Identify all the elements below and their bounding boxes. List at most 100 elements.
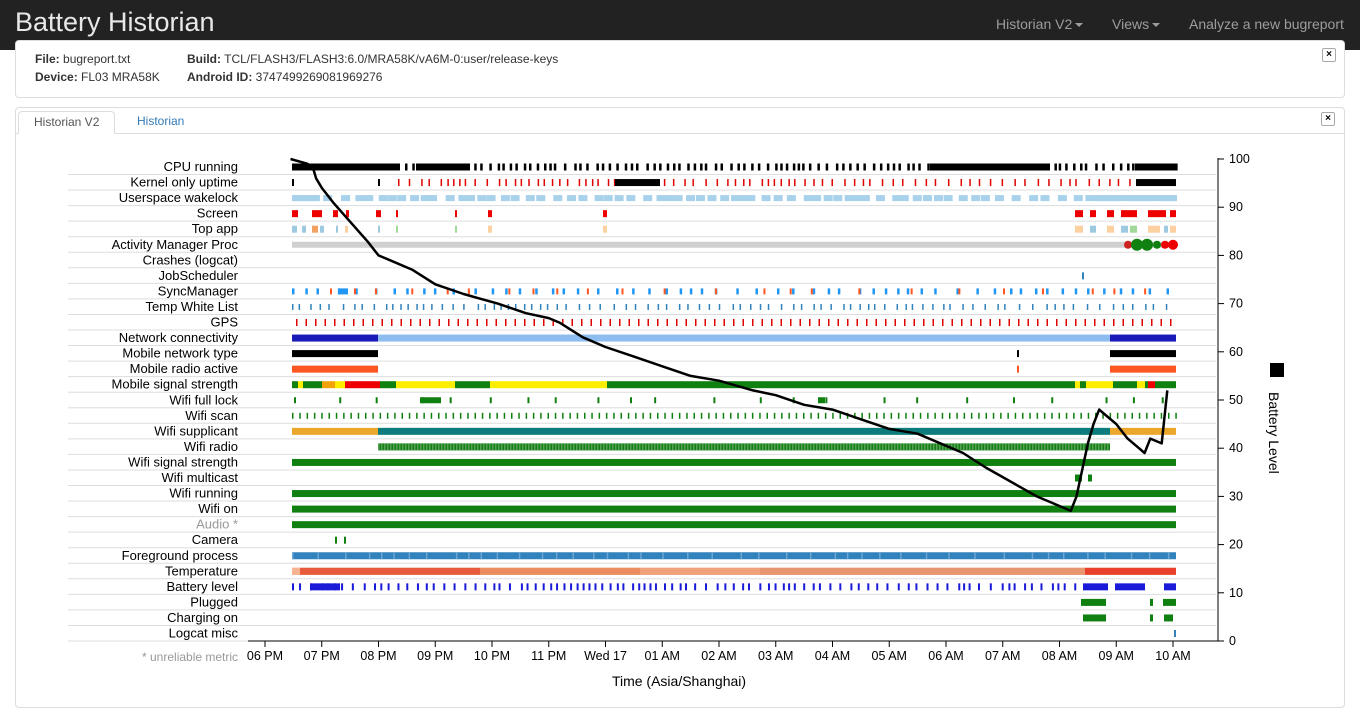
timeline-tick — [613, 412, 615, 419]
timeline-tick — [653, 163, 656, 171]
timeline-tick — [1095, 443, 1097, 451]
timeline-tick — [993, 443, 995, 451]
timeline-tick — [365, 412, 367, 419]
timeline-tick — [919, 412, 922, 419]
timeline-tick — [525, 412, 528, 419]
timeline-tick — [1057, 583, 1060, 591]
timeline-tick — [715, 412, 717, 419]
timeline-tick — [1057, 195, 1067, 202]
timeline-tick — [397, 195, 407, 202]
timeline-tick — [1084, 163, 1088, 171]
timeline-tick — [1098, 443, 1100, 451]
timeline-tick — [960, 179, 963, 187]
timeline-tick — [905, 303, 907, 310]
timeline-tick — [603, 195, 613, 202]
timeline-tick — [1131, 303, 1134, 310]
timeline-tick — [861, 552, 863, 560]
timeline-tick — [467, 319, 469, 326]
timeline-tick — [885, 319, 887, 326]
timeline-tick — [536, 163, 540, 171]
timeline-tick — [807, 443, 809, 451]
timeline-tick — [1051, 412, 1053, 419]
timeline-bar — [1085, 567, 1176, 575]
timeline-tick — [690, 443, 692, 451]
timeline-tick — [1103, 319, 1105, 326]
timeline-tick — [790, 319, 792, 326]
timeline-tick — [978, 412, 980, 419]
tab-historian-v2[interactable]: Historian V2 — [18, 111, 116, 134]
timeline-tick — [856, 319, 858, 326]
timeline-tick — [662, 552, 664, 560]
timeline-tick — [905, 412, 907, 419]
timeline-tick — [915, 583, 918, 591]
timeline-tick — [774, 583, 777, 591]
timeline-tick — [576, 288, 580, 295]
close-panel-button[interactable]: × — [1321, 112, 1335, 126]
timeline-tick — [869, 179, 871, 187]
timeline-tick — [657, 412, 659, 419]
timeline-tick — [537, 443, 539, 451]
nav-historian-v2-dropdown[interactable]: Historian V2 — [996, 16, 1084, 32]
timeline-tick — [447, 179, 449, 187]
timeline-tick — [292, 288, 295, 295]
timeline-tick — [564, 443, 566, 451]
timeline-tick — [380, 583, 383, 591]
timeline-tick — [773, 179, 776, 187]
y-tick-label: 50 — [1229, 393, 1243, 407]
timeline-tick — [866, 319, 868, 326]
timeline-tick — [911, 303, 914, 310]
close-info-button[interactable]: × — [1322, 48, 1336, 62]
timeline-tick — [612, 443, 614, 451]
timeline-tick — [879, 552, 881, 560]
timeline-tick — [966, 443, 968, 451]
timeline-tick — [1160, 319, 1162, 326]
timeline-tick — [839, 583, 842, 591]
timeline-tick — [296, 319, 298, 326]
timeline-tick — [1146, 412, 1148, 419]
timeline-tick — [603, 443, 605, 451]
timeline-tick — [1061, 288, 1065, 295]
timeline-tick — [1014, 412, 1017, 419]
timeline-bar — [1017, 350, 1019, 358]
nav-views-dropdown[interactable]: Views — [1112, 16, 1161, 32]
timeline-tick — [543, 179, 546, 187]
timeline-tick — [474, 412, 476, 419]
timeline-tick — [927, 412, 929, 419]
timeline-tick — [679, 583, 682, 591]
timeline-tick — [818, 583, 821, 591]
timeline-tick — [788, 583, 791, 591]
timeline-tick — [522, 443, 524, 451]
timeline-tick — [375, 397, 378, 404]
timeline-tick — [956, 412, 958, 419]
timeline-tick — [563, 583, 566, 591]
timeline-tick — [1048, 179, 1050, 187]
timeline-tick — [934, 179, 937, 187]
timeline-tick — [353, 319, 355, 326]
row-label: Wifi running — [169, 486, 238, 501]
timeline-tick — [606, 443, 608, 451]
timeline-bar — [1150, 598, 1153, 606]
timeline-tick — [693, 412, 695, 419]
tab-historian[interactable]: Historian — [137, 114, 185, 128]
timeline-bar — [455, 381, 490, 389]
y-tick-label: 0 — [1229, 634, 1236, 648]
timeline-bar — [303, 381, 322, 389]
timeline-tick — [876, 443, 878, 451]
timeline-tick — [546, 443, 548, 451]
nav-analyze-link[interactable]: Analyze a new bugreport — [1189, 16, 1344, 32]
timeline-tick — [753, 443, 755, 451]
time-axis: 06 PM 07 PM 08 PM 09 PM 10 PM 11 PM Wed 17 01 A… — [247, 640, 1218, 663]
timeline-bar — [292, 381, 298, 389]
timeline-tick — [705, 179, 707, 187]
timeline-tick — [547, 412, 549, 419]
timeline-tick — [724, 583, 727, 591]
timeline-tick — [856, 163, 859, 171]
brand-title[interactable]: Battery Historian — [15, 7, 215, 37]
timeline-tick — [405, 443, 407, 451]
caret-down-icon — [1152, 23, 1161, 28]
timeline-tick — [1104, 552, 1106, 560]
timeline-tick — [714, 319, 716, 326]
timeline-tick — [685, 583, 688, 591]
timeline-tick — [909, 443, 911, 451]
